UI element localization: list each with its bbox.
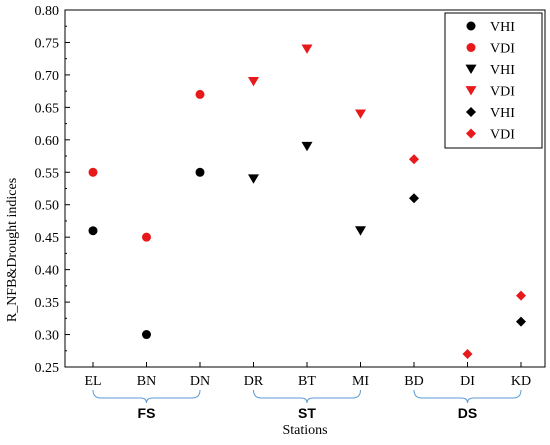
- legend-box: [444, 12, 543, 149]
- data-point: [195, 167, 205, 177]
- x-tick-label: BN: [137, 374, 156, 389]
- data-point: [195, 89, 205, 99]
- data-point: [248, 77, 259, 87]
- x-tick-label: DI: [460, 374, 475, 389]
- y-axis: 0.25 0.30 0.35 0.40 0.45 0.50 0.55 0.60 0.65 0.70…: [35, 4, 70, 376]
- group-brackets: FS ST DS: [92, 389, 522, 421]
- legend-label: VDI: [490, 42, 515, 57]
- y-tick-label: 0.45: [35, 231, 60, 246]
- data-point: [462, 349, 473, 360]
- x-tick-label: DN: [190, 374, 210, 389]
- data-point: [355, 109, 366, 119]
- x-tick-label: MI: [352, 374, 369, 389]
- y-tick-label: 0.35: [35, 296, 60, 311]
- data-point: [409, 154, 419, 165]
- y-tick-label: 0.70: [35, 69, 60, 84]
- x-tick-label: BD: [404, 374, 423, 389]
- data-point: [88, 167, 98, 177]
- legend-marker: [466, 43, 476, 52]
- y-tick-label: 0.80: [35, 4, 60, 19]
- group-bracket: [92, 389, 201, 404]
- legend-label: VHI: [490, 106, 515, 121]
- data-point: [516, 290, 526, 301]
- x-axis: EL BN DN DR BT MI BD DI KD: [84, 362, 531, 389]
- legend-label: VHI: [490, 20, 515, 35]
- data-point: [142, 330, 151, 340]
- legend-marker: [466, 128, 476, 139]
- group-bracket: [253, 389, 361, 404]
- data-point: [88, 226, 98, 236]
- legend: VHI VDI VHI VDI VHI VDI: [444, 12, 543, 149]
- x-tick-label: BT: [298, 374, 316, 389]
- y-tick-label: 0.30: [35, 329, 60, 344]
- y-tick-label: 0.60: [35, 134, 60, 149]
- group-label: ST: [298, 405, 316, 421]
- data-point: [355, 226, 366, 236]
- data-point: [142, 232, 151, 242]
- x-tick-label: EL: [84, 374, 101, 389]
- group-label: DS: [458, 405, 477, 421]
- legend-marker: [465, 86, 477, 96]
- legend-marker: [465, 64, 477, 74]
- y-tick-label: 0.55: [35, 166, 60, 181]
- data-point: [516, 316, 526, 327]
- legend-marker: [466, 21, 476, 31]
- y-tick-label: 0.25: [35, 361, 60, 376]
- y-tick-label: 0.75: [35, 36, 60, 51]
- y-tick-label: 0.65: [35, 101, 60, 116]
- group-label: FS: [138, 405, 156, 421]
- data-point: [248, 174, 259, 184]
- legend-marker: [466, 107, 476, 117]
- group-bracket: [413, 389, 522, 404]
- legend-label: VDI: [490, 85, 515, 100]
- data-point: [301, 44, 313, 54]
- data-point: [409, 193, 419, 204]
- x-tick-label: DR: [244, 374, 264, 389]
- y-tick-label: 0.40: [35, 264, 60, 279]
- y-axis-title: R_NFB&Drought indices: [5, 178, 20, 322]
- x-axis-title: Stations: [282, 423, 327, 438]
- y-tick-label: 0.50: [35, 199, 60, 214]
- x-tick-label: KD: [511, 374, 531, 389]
- data-point: [301, 141, 313, 152]
- data-points: [88, 44, 526, 360]
- legend-label: VDI: [490, 128, 515, 143]
- legend-label: VHI: [490, 63, 515, 78]
